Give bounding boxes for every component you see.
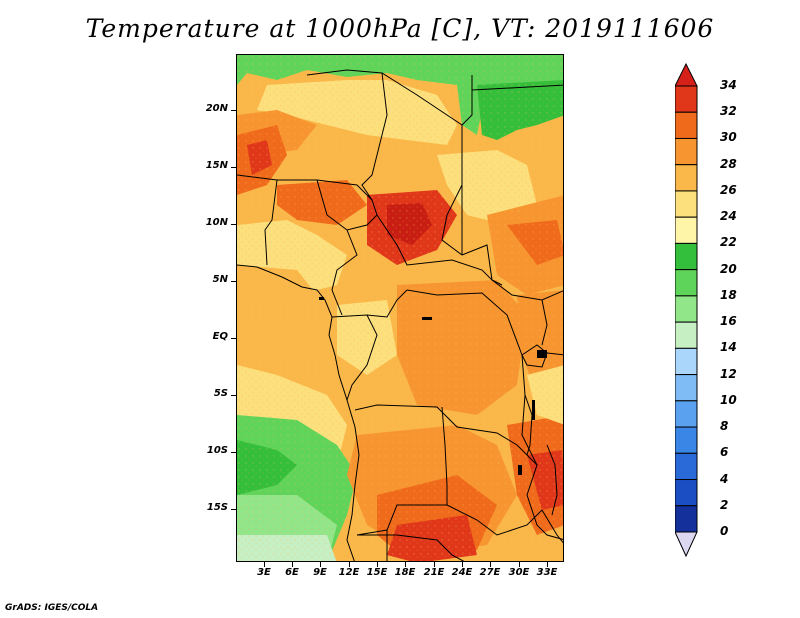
colorbar-swatch	[675, 374, 698, 402]
lat-tick-label: 15N	[205, 160, 228, 171]
lon-tick-label: 6E	[285, 567, 299, 578]
colorbar-swatch	[675, 216, 698, 244]
colorbar-level-label: 6	[720, 445, 729, 460]
lon-tick-label: 15E	[366, 567, 388, 578]
lon-tick-mark	[462, 562, 463, 567]
colorbar-swatch	[675, 426, 698, 454]
colorbar-swatch	[675, 452, 698, 481]
lat-tick-mark	[231, 452, 236, 453]
colorbar-swatch	[675, 295, 698, 323]
lon-tick-label: 33E	[536, 567, 558, 578]
colorbar-level-label: 18	[720, 287, 737, 302]
lat-tick-mark	[231, 224, 236, 225]
lon-tick-label: 18E	[394, 567, 416, 578]
lon-tick-label: 24E	[451, 567, 473, 578]
colorbar-level-label: 24	[720, 209, 737, 224]
colorbar-level-label: 32	[720, 104, 737, 119]
lon-tick-mark	[349, 562, 350, 567]
colorbar-level-label: 4	[720, 471, 729, 486]
lat-tick-label: 5N	[212, 274, 228, 285]
colorbar	[675, 62, 698, 558]
lon-tick-label: 12E	[338, 567, 360, 578]
lon-tick-mark	[547, 562, 548, 567]
lon-tick-label: 27E	[479, 567, 501, 578]
lon-tick-mark	[519, 562, 520, 567]
lat-tick-label: EQ	[212, 331, 228, 342]
colorbar-level-label: 26	[720, 182, 737, 197]
lat-tick-mark	[231, 338, 236, 339]
colorbar-swatch	[675, 137, 698, 166]
colorbar-level-label: 12	[720, 366, 737, 381]
lon-tick-mark	[320, 562, 321, 567]
colorbar-swatch	[675, 269, 698, 297]
lon-tick-label: 3E	[257, 567, 271, 578]
colorbar-level-label: 14	[720, 340, 737, 355]
colorbar-swatch	[675, 111, 698, 139]
colorbar-level-label: 8	[720, 419, 729, 434]
lon-tick-mark	[434, 562, 435, 567]
colorbar-swatch	[675, 347, 698, 376]
lon-tick-mark	[264, 562, 265, 567]
colorbar-swatch	[675, 479, 698, 507]
temperature-field	[237, 55, 563, 561]
colorbar-level-label: 0	[720, 524, 729, 538]
footer-credit: GrADS: IGES/COLA	[5, 603, 99, 613]
colorbar-level-label: 16	[720, 314, 737, 329]
colorbar-swatch	[675, 321, 698, 349]
colorbar-level-label: 10	[720, 392, 737, 407]
colorbar-level-label: 30	[720, 130, 737, 145]
lat-tick-mark	[231, 167, 236, 168]
lat-tick-mark	[231, 110, 236, 111]
colorbar-over-triangle	[675, 62, 698, 87]
lon-tick-mark	[292, 562, 293, 567]
colorbar-swatch	[675, 505, 698, 533]
lon-tick-label: 9E	[313, 567, 327, 578]
lat-tick-label: 10N	[205, 217, 228, 228]
lon-tick-mark	[377, 562, 378, 567]
lat-tick-label: 15S	[206, 502, 228, 513]
colorbar-level-label: 28	[720, 156, 737, 171]
lat-tick-label: 20N	[205, 103, 228, 114]
colorbar-level-label: 22	[720, 235, 737, 250]
map-panel	[236, 54, 564, 562]
chart-title: Temperature at 1000hPa [C], VT: 20191116…	[85, 14, 715, 43]
lon-tick-label: 30E	[508, 567, 530, 578]
lat-tick-mark	[231, 395, 236, 396]
lat-tick-label: 5S	[213, 388, 228, 399]
colorbar-level-label: 2	[720, 497, 729, 512]
lat-tick-label: 10S	[206, 445, 228, 456]
lon-tick-mark	[490, 562, 491, 567]
colorbar-swatch	[675, 164, 698, 192]
lon-tick-label: 21E	[423, 567, 445, 578]
colorbar-under-triangle	[675, 531, 698, 558]
colorbar-swatch	[675, 190, 698, 218]
colorbar-level-label: 20	[720, 261, 737, 276]
lat-tick-mark	[231, 509, 236, 510]
lat-tick-mark	[231, 281, 236, 282]
lon-tick-mark	[405, 562, 406, 567]
colorbar-swatch	[675, 400, 698, 428]
colorbar-swatch	[675, 242, 698, 271]
colorbar-swatch	[675, 85, 698, 113]
colorbar-level-label: 34	[720, 78, 737, 92]
